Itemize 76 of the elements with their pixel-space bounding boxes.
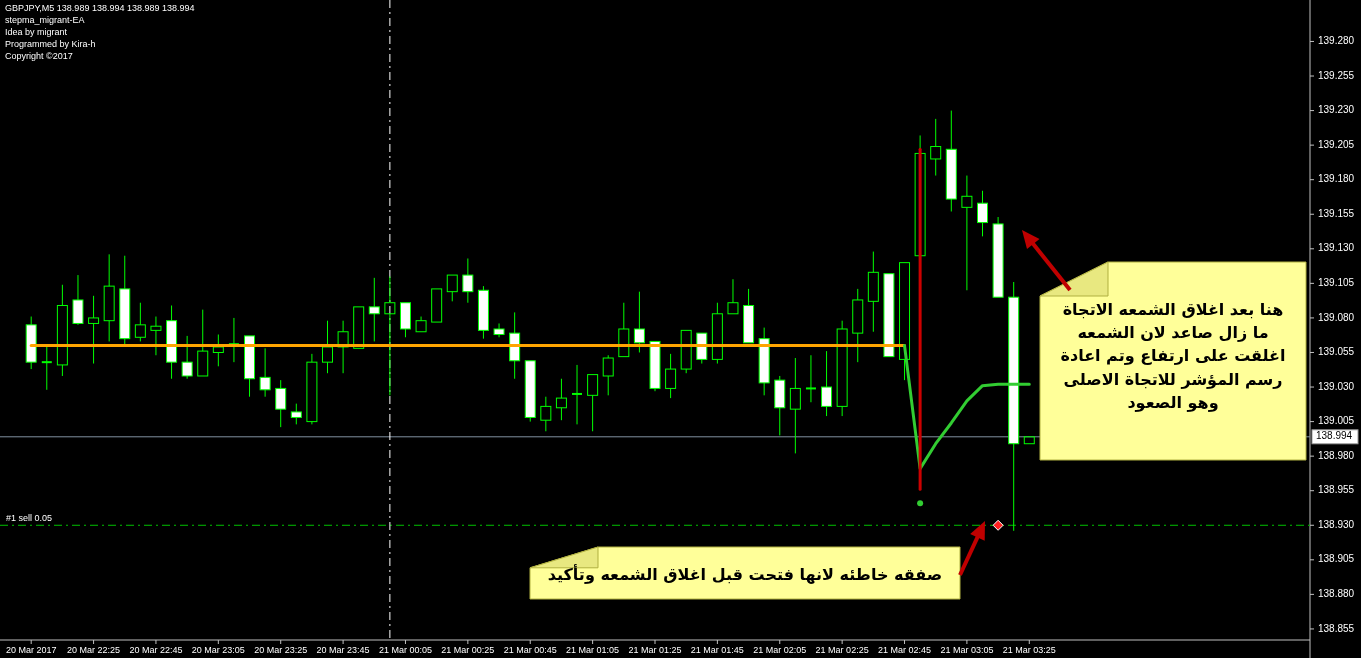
- candlestick: [462, 257, 474, 304]
- candlestick: [571, 364, 584, 425]
- y-tick-label: 138.905: [1318, 553, 1355, 565]
- x-tick-label: 21 Mar 01:05: [566, 645, 620, 655]
- y-tick-label: 138.980: [1318, 449, 1355, 461]
- candlestick: [88, 295, 100, 365]
- y-tick-label: 139.105: [1318, 277, 1355, 289]
- x-tick-label: 21 Mar 02:25: [815, 645, 869, 655]
- x-tick-label: 20 Mar 22:45: [129, 645, 183, 655]
- x-tick-label: 21 Mar 00:45: [503, 645, 557, 655]
- candlestick: [945, 110, 957, 212]
- x-tick-label: 20 Mar 22:25: [67, 645, 121, 655]
- y-tick-label: 139.280: [1318, 35, 1355, 47]
- x-tick-label: 21 Mar 00:25: [441, 645, 495, 655]
- x-tick-label: 21 Mar 02:45: [878, 645, 932, 655]
- candlestick: [322, 320, 333, 374]
- candlestick: [368, 277, 380, 342]
- candlestick: [555, 378, 567, 421]
- candlestick: [493, 322, 505, 338]
- x-tick-label: 21 Mar 00:05: [378, 645, 432, 655]
- candlestick: [181, 335, 193, 380]
- candlestick: [384, 275, 396, 396]
- x-tick-label: 20 Mar 23:05: [191, 645, 245, 655]
- y-tick-label: 139.205: [1318, 138, 1355, 150]
- x-tick-label: 21 Mar 02:05: [753, 645, 807, 655]
- candlestick: [150, 316, 162, 356]
- candlestick: [103, 253, 115, 342]
- candlestick: [540, 396, 552, 432]
- candlestick: [758, 327, 770, 396]
- line-series: [903, 344, 1031, 471]
- x-tick-label: 20 Mar 2017: [5, 645, 57, 655]
- candlestick: [275, 379, 287, 428]
- candlestick: [306, 353, 318, 425]
- candlestick: [930, 118, 942, 177]
- candlestick: [789, 357, 801, 454]
- candlestick: [711, 302, 723, 365]
- x-tick-label: 21 Mar 01:45: [690, 645, 744, 655]
- y-tick-label: 139.055: [1318, 346, 1355, 358]
- candlestick: [852, 288, 864, 363]
- x-tick-label: 21 Mar 01:25: [628, 645, 682, 655]
- candlestick: [867, 251, 879, 333]
- candlestick: [961, 175, 973, 291]
- candlestick: [477, 285, 489, 340]
- chart-title: GBPJPY,M5 138.989 138.994 138.989 138.994: [5, 3, 195, 13]
- x-tick-label: 20 Mar 23:25: [254, 645, 308, 655]
- candlestick: [509, 311, 521, 380]
- candlestick: [1008, 281, 1020, 532]
- y-tick-label: 139.030: [1318, 380, 1355, 392]
- y-tick-label: 138.855: [1318, 622, 1355, 634]
- candlestick: [40, 346, 53, 391]
- x-tick-label: 21 Mar 03:25: [1002, 645, 1056, 655]
- candlestick: [166, 304, 178, 380]
- y-tick-label: 139.005: [1318, 415, 1355, 427]
- y-tick-label: 138.930: [1318, 518, 1355, 530]
- y-tick-label: 139.180: [1318, 173, 1355, 185]
- text: stepma_migrant-EA Idea by migrant Programmed by Kira-h Copyright ©2017: [5, 15, 96, 61]
- y-tick-label: 139.130: [1318, 242, 1355, 254]
- candlestick: [665, 353, 677, 399]
- y-tick-label: 139.080: [1318, 311, 1355, 323]
- candlestick: [56, 284, 68, 377]
- candlestick: [259, 347, 271, 398]
- candlestick: [804, 354, 817, 403]
- candlestick: [977, 190, 988, 237]
- candlestick: [836, 320, 848, 417]
- y-tick-label: 139.255: [1318, 69, 1355, 81]
- x-tick-label: 21 Mar 03:05: [940, 645, 994, 655]
- candlestick: [821, 350, 833, 417]
- ref-line-label: 138.994: [1316, 430, 1353, 442]
- y-tick-label: 138.955: [1318, 484, 1355, 496]
- y-tick-label: 138.880: [1318, 588, 1355, 600]
- ref-line-label: #1 sell 0.05: [6, 513, 53, 524]
- y-tick-label: 139.155: [1318, 207, 1355, 219]
- x-tick-label: 20 Mar 23:45: [316, 645, 370, 655]
- candlestick: [72, 274, 84, 324]
- candlestick: [337, 320, 349, 374]
- y-tick-label: 139.230: [1318, 104, 1355, 116]
